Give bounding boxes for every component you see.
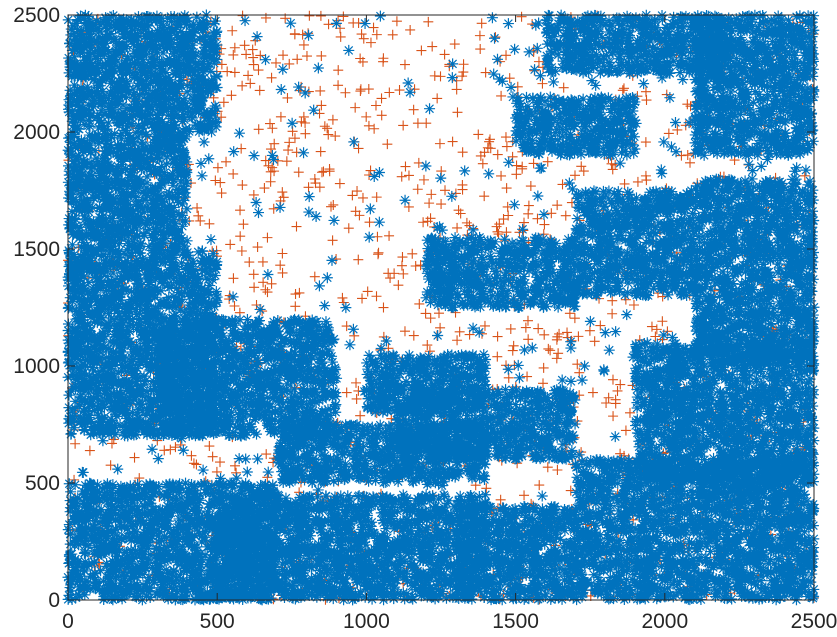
axes-box (67, 14, 815, 601)
y-tick-label: 1000 (13, 355, 60, 378)
y-tick-label: 2500 (13, 4, 60, 27)
x-tick-label: 0 (62, 610, 74, 633)
x-tick-label: 1500 (492, 610, 539, 633)
y-tick-label: 0 (48, 589, 60, 612)
asterisk-marker-group (62, 9, 820, 606)
y-tick-label: 500 (25, 472, 60, 495)
x-tick-label: 500 (200, 610, 235, 633)
x-tick-label: 2000 (641, 610, 688, 633)
axes (67, 14, 815, 601)
series-asterisk-markers (62, 9, 820, 606)
x-axis-ticks: 0 500 1000 1500 2000 2500 (62, 15, 837, 633)
x-tick-label: 1000 (343, 610, 390, 633)
y-tick-label: 2000 (13, 121, 60, 144)
x-tick-label: 2500 (791, 610, 837, 633)
y-axis-ticks: 0 500 1000 1500 2000 2500 (13, 4, 814, 612)
y-tick-label: 1500 (13, 238, 60, 261)
